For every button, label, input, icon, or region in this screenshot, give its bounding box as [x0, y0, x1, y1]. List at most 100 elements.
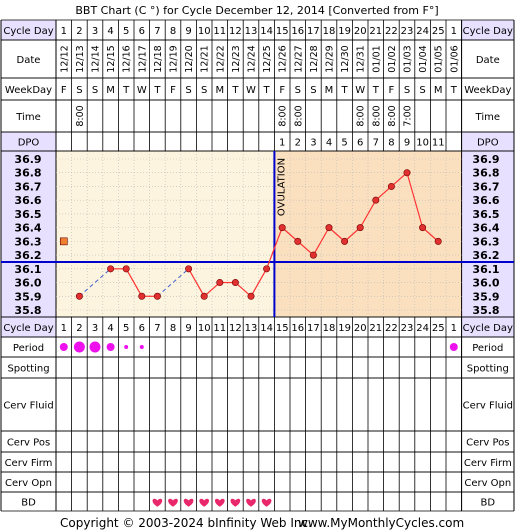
- cycle-day-label: 19: [338, 323, 351, 334]
- cycle-day-label: 14: [260, 323, 273, 334]
- date-label: 01/03: [403, 45, 414, 72]
- cycle-day-label: 8: [170, 323, 176, 334]
- row-label-left: BD: [21, 498, 36, 509]
- cycle-day-label: 24: [416, 26, 429, 37]
- cycle-day-label: 11: [213, 26, 226, 37]
- label-cell-bg: [461, 317, 514, 337]
- date-label: 01/01: [371, 45, 382, 72]
- y-tick-label-left: 36.5: [14, 208, 41, 221]
- cycle-day-label: 19: [338, 26, 351, 37]
- temperature-point: [325, 224, 333, 232]
- y-tick-label-left: 36.9: [14, 153, 41, 166]
- period-dot-medium: [449, 343, 458, 351]
- dpo-label: 11: [432, 138, 445, 149]
- temperature-point: [309, 251, 317, 259]
- temperature-segment: [312, 227, 330, 256]
- temperature-segment: [359, 199, 377, 228]
- date-label: 12/16: [122, 45, 133, 72]
- weekday-label: F: [61, 85, 67, 96]
- cycle-day-label: 5: [123, 323, 129, 334]
- date-label: 12/18: [153, 45, 164, 72]
- weekday-label: M: [106, 85, 115, 96]
- weekday-label: S: [201, 85, 207, 96]
- date-label: 12/26: [278, 45, 289, 72]
- y-tick-label-left: 36.3: [14, 235, 41, 248]
- time-label: 8:00: [371, 105, 382, 126]
- cycle-day-label: 12: [229, 323, 242, 334]
- ovulation-label: OVULATION: [276, 158, 287, 216]
- date-label: 12/13: [75, 45, 86, 72]
- cycle-day-label: 16: [291, 323, 304, 334]
- cycle-day-label: 2: [76, 323, 82, 334]
- period-dot-heavy: [89, 341, 101, 353]
- temperature-point: [372, 196, 380, 204]
- temperature-point: [278, 224, 286, 232]
- temperature-segment: [188, 268, 205, 297]
- dpo-label: 8: [388, 138, 394, 149]
- cycle-day-label: 10: [198, 26, 211, 37]
- weekday-label: F: [279, 85, 285, 96]
- weekday-label: M: [325, 85, 334, 96]
- outlier-marker: [59, 237, 68, 246]
- date-label: 12/27: [293, 45, 304, 72]
- date-label: 12/23: [231, 45, 242, 72]
- temperature-point: [185, 265, 193, 273]
- temperature-point: [231, 279, 239, 287]
- cycle-day-label: 1: [61, 323, 67, 334]
- row-label-left: WeekDay: [5, 85, 52, 96]
- temperature-point: [434, 237, 442, 245]
- row-label-left: Cerv Pos: [7, 438, 50, 449]
- y-tick-label-right: 36.9: [472, 153, 499, 166]
- cycle-day-label: 22: [385, 323, 398, 334]
- temperature-point: [419, 224, 427, 232]
- temperature-point: [294, 237, 302, 245]
- temperature-point: [107, 265, 115, 273]
- cycle-day-label: 23: [401, 323, 414, 334]
- cycle-day-label: 7: [154, 323, 160, 334]
- y-tick-label-right: 36.1: [472, 263, 499, 276]
- row-label-right: Cerv Pos: [466, 438, 509, 449]
- bd-heart: [214, 498, 225, 507]
- temperature-segment: [266, 227, 283, 270]
- cycle-day-label: 17: [307, 26, 320, 37]
- date-label: 12/22: [215, 45, 226, 72]
- period-dot-light: [139, 345, 144, 349]
- dpo-label: 7: [373, 138, 379, 149]
- weekday-label: S: [404, 85, 410, 96]
- weekday-label: F: [170, 85, 176, 96]
- cycle-day-label: 3: [92, 26, 98, 37]
- cycle-day-label: 4: [107, 26, 113, 37]
- date-label: 12/28: [309, 45, 320, 72]
- temperature-point: [356, 224, 364, 232]
- row-label-left: Cycle Day: [3, 26, 53, 37]
- row-label-right: Spotting: [467, 364, 509, 375]
- weekday-label: F: [389, 85, 395, 96]
- period-dot-medium: [106, 343, 115, 351]
- date-label: 12/19: [169, 45, 180, 72]
- cycle-day-label: 3: [92, 323, 98, 334]
- y-tick-label-left: 35.9: [14, 290, 41, 303]
- temperature-point: [263, 265, 271, 273]
- cycle-day-label: 9: [185, 323, 191, 334]
- row-label-left: Cerv Firm: [5, 458, 53, 469]
- label-cell-bg: [1, 20, 56, 40]
- temperature-point: [387, 182, 395, 190]
- cycle-day-label: 20: [354, 26, 367, 37]
- weekday-label: S: [310, 85, 316, 96]
- date-label: 01/04: [418, 45, 429, 72]
- temperature-segment: [406, 172, 424, 228]
- time-label: 8:00: [75, 105, 86, 126]
- temperature-point: [122, 265, 130, 273]
- row-label-right: Period: [472, 343, 503, 354]
- date-label: 12/20: [184, 45, 195, 72]
- weekday-label: S: [419, 85, 425, 96]
- date-label: 12/30: [340, 45, 351, 72]
- weekday-label: W: [246, 85, 256, 96]
- date-label: 01/02: [387, 45, 398, 72]
- y-tick-label-left: 36.4: [14, 222, 41, 235]
- time-label: 8:00: [356, 105, 367, 126]
- temperature-point: [138, 292, 146, 300]
- cycle-day-label: 1: [451, 323, 457, 334]
- y-tick-label-right: 35.9: [472, 290, 499, 303]
- cycle-day-label: 15: [276, 323, 289, 334]
